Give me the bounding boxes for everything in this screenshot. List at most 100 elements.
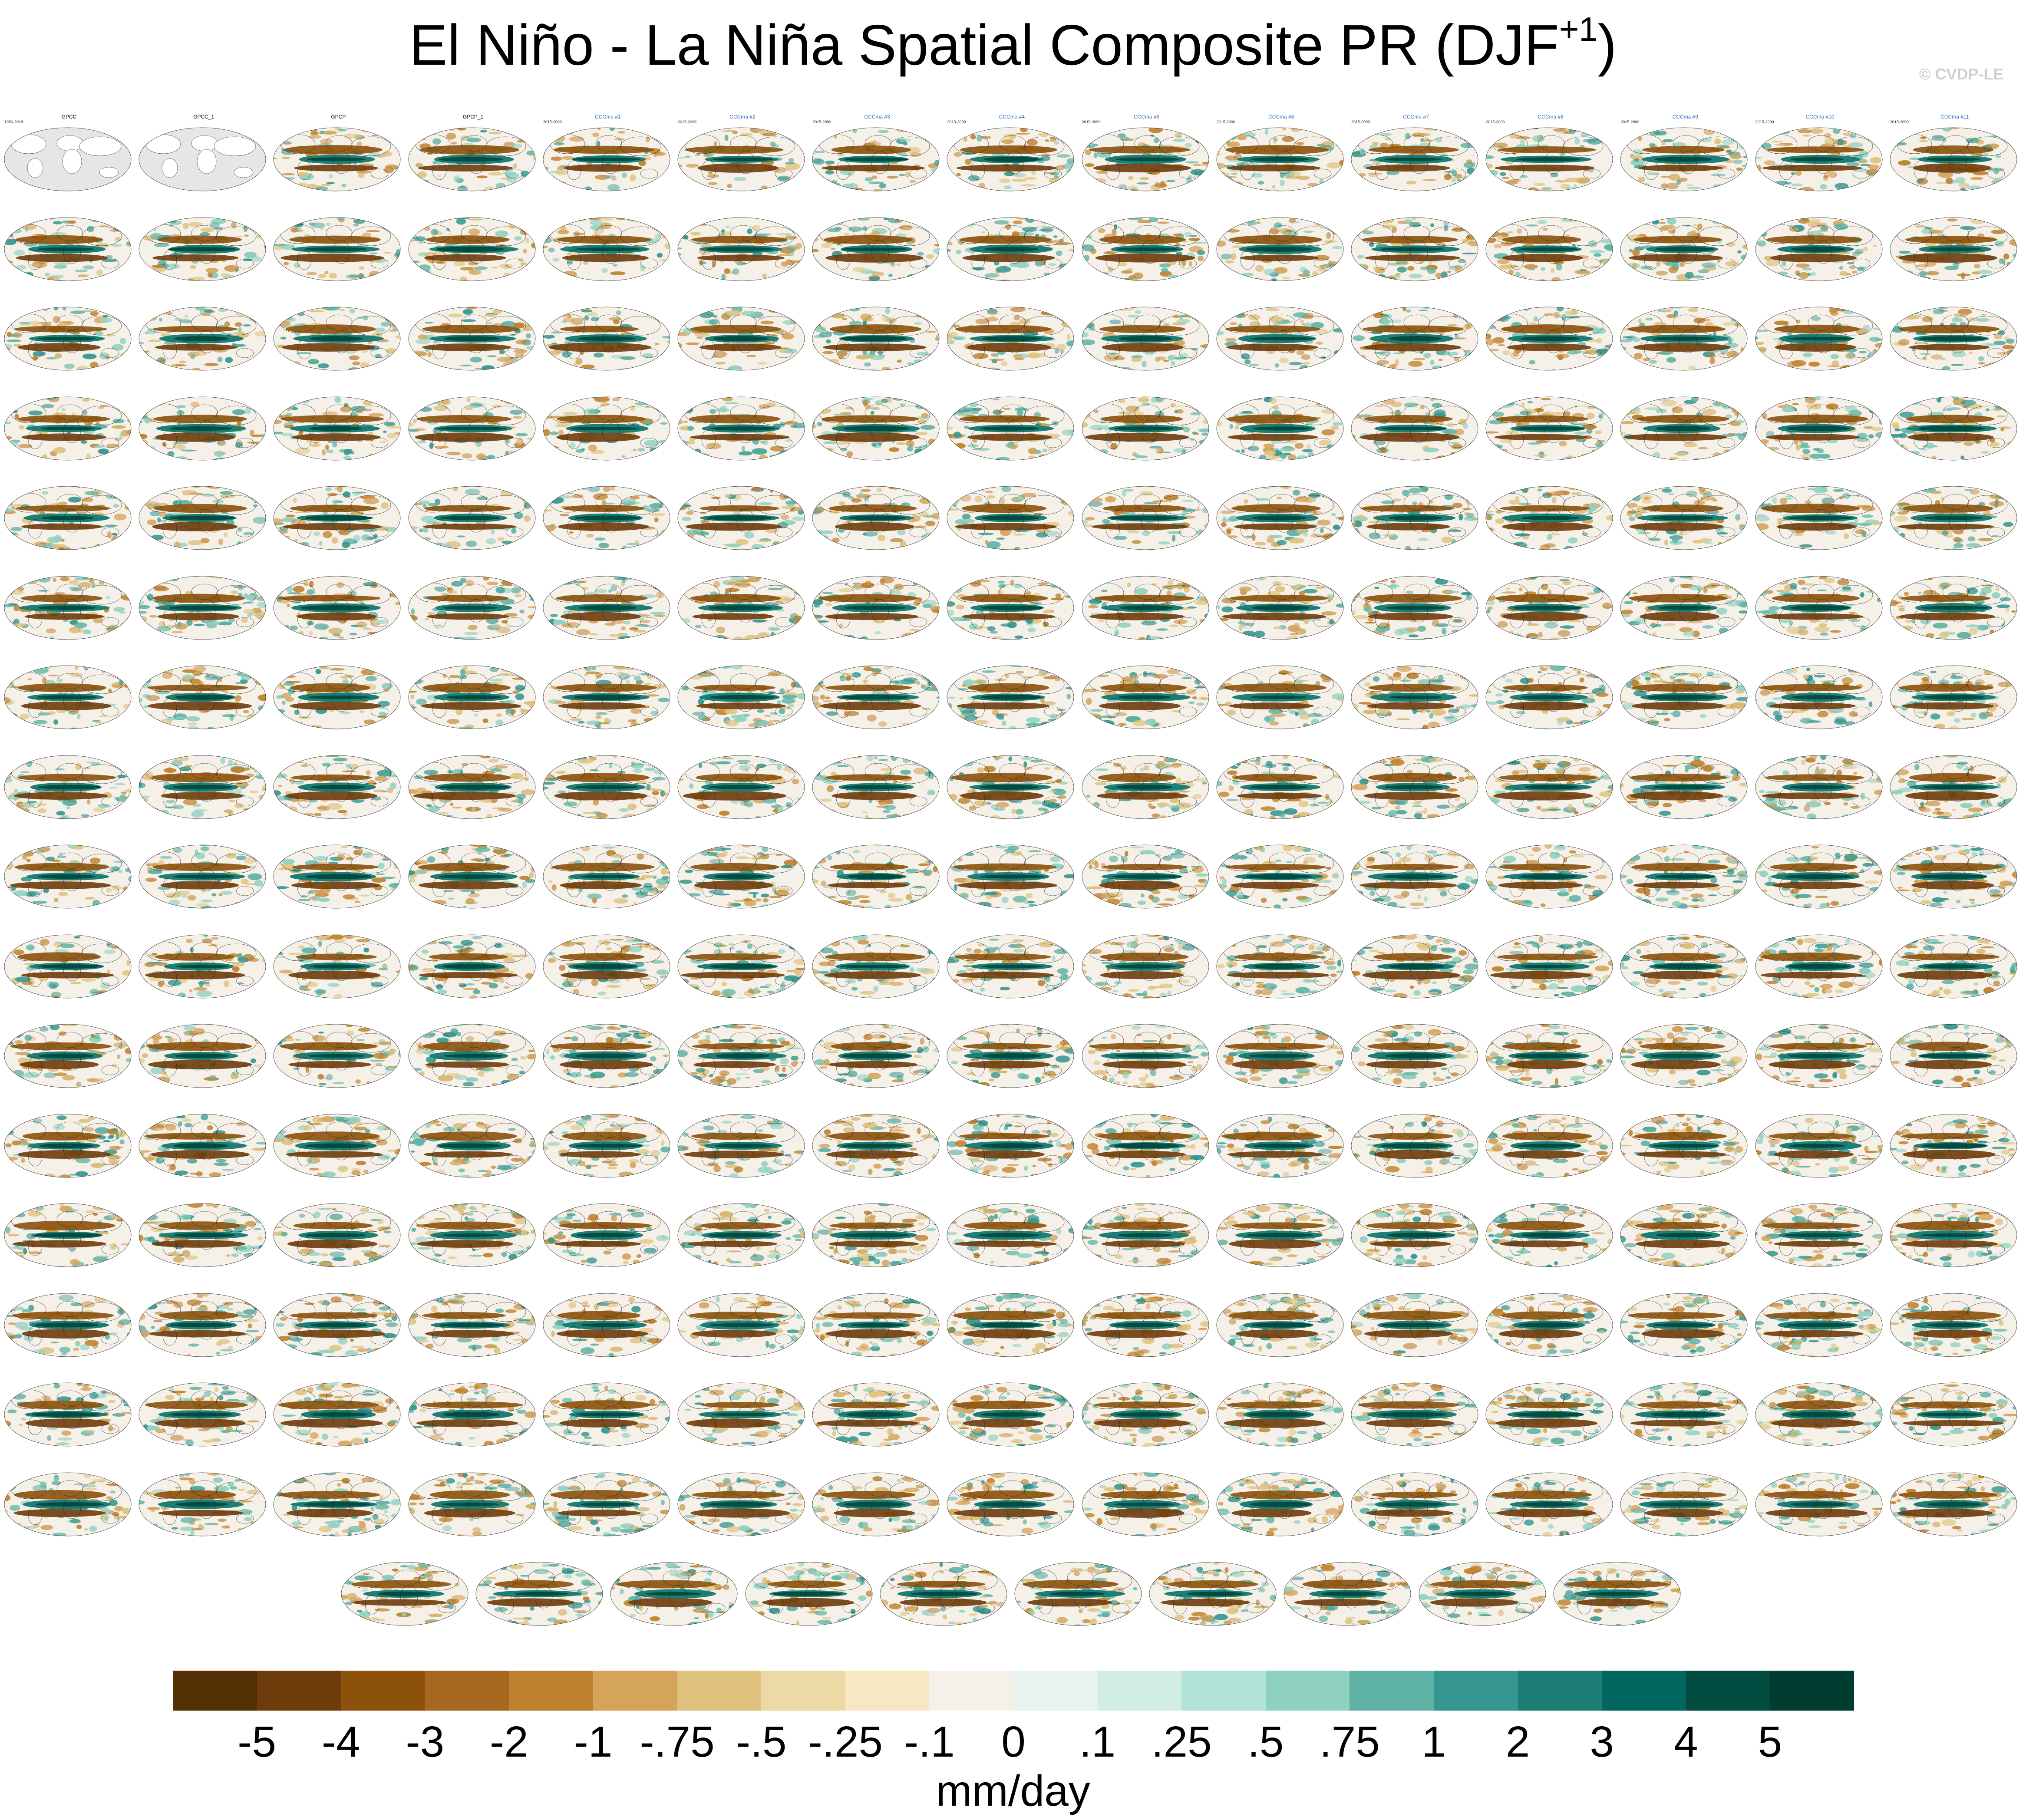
map-panel bbox=[1215, 383, 1348, 472]
anomaly-patch bbox=[1873, 311, 1879, 315]
map-panel bbox=[1619, 383, 1752, 472]
anomaly-patch bbox=[657, 252, 663, 257]
anomaly-patch bbox=[1373, 312, 1384, 319]
anomaly-patch bbox=[357, 242, 365, 247]
anomaly-patch bbox=[19, 369, 33, 370]
anomaly-patch bbox=[642, 368, 654, 370]
anomaly-patch bbox=[1216, 172, 1230, 177]
anomaly-patch bbox=[319, 130, 325, 135]
wet-anomaly-core bbox=[1384, 157, 1442, 162]
anomaly-patch bbox=[1486, 170, 1498, 176]
anomaly-patch bbox=[274, 407, 280, 412]
anomaly-patch bbox=[280, 278, 291, 281]
anomaly-patch bbox=[515, 352, 524, 359]
anomaly-patch bbox=[82, 353, 97, 359]
anomaly-patch bbox=[231, 217, 237, 220]
composite-map bbox=[1216, 307, 1344, 371]
anomaly-patch bbox=[1692, 275, 1704, 278]
anomaly-patch bbox=[1594, 396, 1610, 400]
anomaly-patch bbox=[1028, 447, 1038, 454]
anomaly-patch bbox=[1620, 310, 1632, 315]
anomaly-patch bbox=[495, 183, 506, 189]
dry-anomaly-band bbox=[560, 326, 639, 333]
anomaly-patch bbox=[1792, 403, 1799, 405]
anomaly-patch bbox=[920, 425, 935, 430]
map-panel bbox=[137, 472, 270, 561]
anomaly-patch bbox=[785, 363, 799, 368]
anomaly-patch bbox=[1318, 440, 1331, 445]
anomaly-patch bbox=[931, 177, 938, 182]
map-border bbox=[4, 217, 132, 281]
anomaly-patch bbox=[1875, 396, 1882, 401]
anomaly-patch bbox=[204, 309, 214, 313]
anomaly-patch bbox=[1089, 131, 1104, 133]
anomaly-patch bbox=[822, 351, 834, 354]
map-panel bbox=[1754, 383, 1887, 472]
anomaly-patch bbox=[1960, 399, 1976, 406]
map-panel bbox=[1484, 204, 1617, 293]
anomaly-patch bbox=[139, 277, 155, 280]
coastline bbox=[198, 241, 216, 264]
map-panel: CCCma #3 2015-2099 bbox=[811, 114, 944, 203]
anomaly-patch bbox=[1307, 452, 1314, 457]
anomaly-patch bbox=[6, 339, 21, 343]
anomaly-patch bbox=[1303, 230, 1314, 233]
anomaly-patch bbox=[1462, 252, 1477, 254]
anomaly-patch bbox=[1687, 243, 1693, 245]
anomaly-patch bbox=[250, 434, 263, 437]
dry-anomaly-band bbox=[282, 343, 376, 352]
anomaly-patch bbox=[2004, 267, 2017, 271]
dry-anomaly-band bbox=[556, 432, 640, 442]
anomaly-patch bbox=[1890, 415, 1891, 418]
map-border bbox=[408, 127, 535, 191]
anomaly-patch bbox=[1132, 272, 1143, 279]
anomaly-patch bbox=[520, 171, 529, 177]
dry-anomaly-band bbox=[690, 434, 790, 440]
panel-period: 2015-2099 bbox=[543, 120, 562, 124]
anomaly-patch bbox=[182, 493, 191, 495]
anomaly-patch bbox=[1994, 219, 2009, 222]
anomaly-patch bbox=[409, 405, 422, 409]
anomaly-patch bbox=[1464, 323, 1472, 329]
anomaly-patch bbox=[525, 333, 531, 339]
anomaly-patch bbox=[349, 355, 360, 360]
anomaly-patch bbox=[205, 267, 219, 273]
anomaly-patch bbox=[1755, 399, 1761, 405]
anomaly-patch bbox=[1791, 360, 1806, 366]
anomaly-patch bbox=[1319, 130, 1326, 132]
anomaly-patch bbox=[1094, 409, 1099, 413]
anomaly-patch bbox=[1634, 353, 1643, 359]
anomaly-patch bbox=[688, 440, 695, 445]
anomaly-patch bbox=[1849, 134, 1857, 138]
anomaly-patch bbox=[1093, 272, 1109, 274]
anomaly-patch bbox=[964, 361, 972, 367]
anomaly-patch bbox=[1643, 358, 1651, 361]
anomaly-patch bbox=[920, 452, 926, 458]
coastline bbox=[1428, 136, 1469, 156]
coastline bbox=[297, 250, 312, 270]
anomaly-patch bbox=[162, 309, 170, 312]
anomaly-patch bbox=[1541, 398, 1551, 400]
anomaly-patch bbox=[1356, 226, 1364, 233]
anomaly-patch bbox=[1272, 185, 1276, 189]
anomaly-patch bbox=[113, 396, 117, 400]
anomaly-patch bbox=[140, 313, 155, 316]
anomaly-patch bbox=[1042, 448, 1048, 452]
anomaly-patch bbox=[2003, 253, 2010, 260]
anomaly-patch bbox=[1755, 272, 1756, 275]
anomaly-patch bbox=[498, 349, 505, 355]
anomaly-patch bbox=[54, 353, 62, 359]
anomaly-patch bbox=[318, 274, 327, 278]
anomaly-patch bbox=[218, 308, 228, 312]
anomaly-patch bbox=[1563, 131, 1572, 134]
anomaly-patch bbox=[113, 504, 119, 508]
anomaly-patch bbox=[1997, 188, 2011, 191]
anomaly-patch bbox=[1661, 183, 1668, 189]
composite-map bbox=[1216, 217, 1344, 281]
anomaly-patch bbox=[1658, 351, 1674, 355]
anomaly-patch bbox=[520, 358, 531, 365]
wet-anomaly-core bbox=[1926, 157, 1980, 162]
anomaly-patch bbox=[1038, 229, 1053, 231]
anomaly-patch bbox=[1697, 223, 1703, 230]
anomaly-patch bbox=[1732, 396, 1743, 401]
